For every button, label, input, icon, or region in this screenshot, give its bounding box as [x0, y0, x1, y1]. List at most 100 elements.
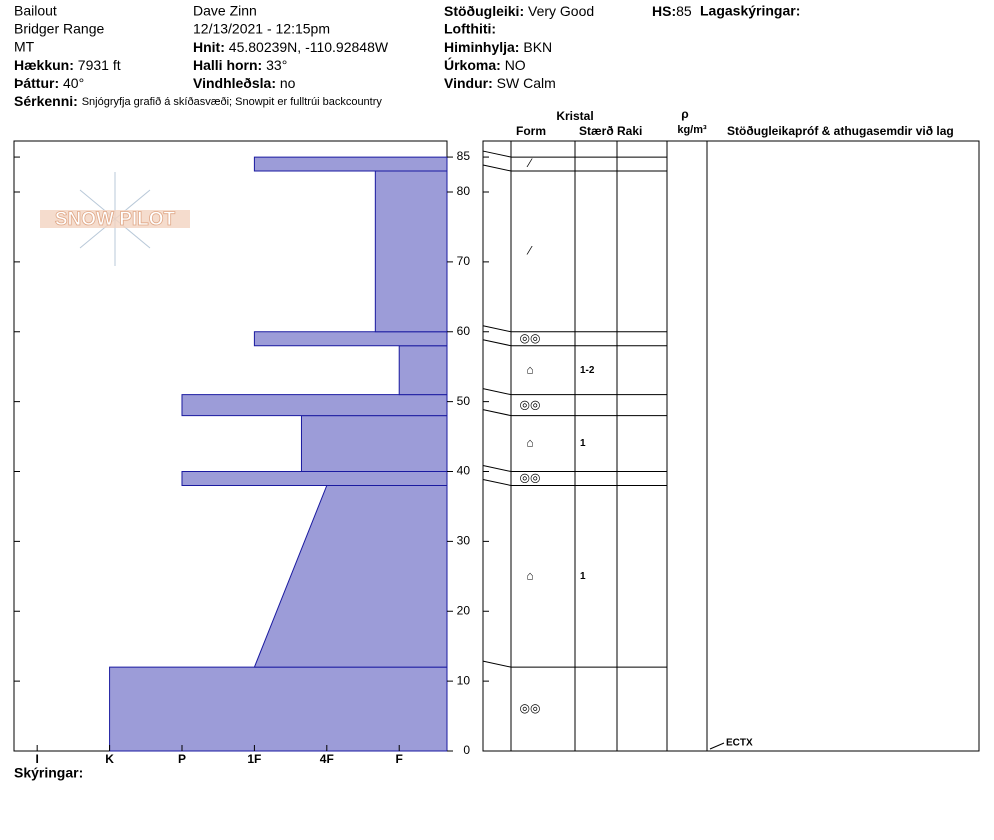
label: Himinhylja: [444, 39, 519, 55]
value: BKN [523, 39, 552, 55]
x-tick-label: 1F [247, 752, 261, 766]
x-tick-label: P [178, 752, 186, 766]
datetime: 12/13/2021 - 12:15pm [193, 21, 330, 37]
label: Halli horn: [193, 57, 262, 73]
site: Bailout [14, 3, 57, 19]
value: Snjógryfja grafið á skíðasvæði; Snowpit … [82, 96, 383, 108]
crystal-header: Kristal [556, 109, 593, 123]
label: Stöðugleiki: [444, 3, 524, 19]
value: 45.80239N, -110.92848W [229, 39, 389, 55]
hardness-layer [253, 331, 448, 347]
tests-header: Stöðugleikapróf & athugasemdir við lag [727, 124, 954, 138]
hardness-layer [374, 170, 448, 333]
y-tick-label: 70 [457, 254, 471, 268]
coords: Hnit: 45.80239N, -110.92848W [193, 39, 389, 55]
hardness-layer [300, 415, 448, 473]
crystal-form: ⁄ [526, 156, 533, 170]
value: SW Calm [497, 75, 556, 91]
y-tick-label: 80 [457, 184, 471, 198]
logo-band [40, 210, 190, 228]
layer-notes: Lagaskýringar: [700, 3, 800, 19]
x-tick-label: 4F [320, 752, 334, 766]
label: Vindur: [444, 75, 493, 91]
label: Úrkoma: [444, 56, 501, 73]
crystal-form: ⁄ [526, 244, 533, 258]
y-tick-label: 30 [457, 534, 471, 548]
y-tick-label: 0 [463, 743, 470, 757]
moisture-header: Raki [617, 124, 642, 138]
layer-connector [482, 150, 512, 158]
label: Hnit: [193, 39, 225, 55]
layer-connector [482, 660, 512, 668]
layer-connector [482, 339, 512, 347]
layer-connector [482, 465, 512, 472]
hardness-layer [398, 345, 448, 396]
observer: Dave Zinn [193, 3, 257, 19]
y-tick-label: 50 [457, 394, 471, 408]
hardness-layer [253, 156, 448, 172]
label: Þáttur: [14, 75, 59, 91]
hardness-layer [181, 394, 448, 417]
form-header: Form [516, 124, 546, 138]
wind-loading: Vindhleðsla: no [193, 75, 296, 91]
y-tick-label: 10 [457, 673, 471, 687]
hardness-layer [253, 484, 448, 668]
label: Sérkenni: [14, 93, 78, 109]
hardness-layer [109, 666, 448, 752]
value: NO [505, 57, 526, 73]
label: Hækkun: [14, 57, 74, 73]
aspect: Þáttur: 40° [14, 75, 84, 91]
x-tick-label: I [35, 752, 38, 766]
crystal-form: ⌂ [526, 436, 533, 450]
y-tick-label: 60 [457, 324, 471, 338]
crystal-size: 1 [580, 571, 586, 582]
layer-connector [482, 164, 512, 172]
wind: Vindur: SW Calm [444, 75, 556, 91]
slope: Halli horn: 33° [193, 57, 287, 73]
value: 33° [266, 57, 287, 73]
sky: Himinhylja: BKN [444, 39, 552, 55]
size-header: Stærð [579, 124, 614, 138]
crystal-form: ◎◎ [520, 471, 541, 485]
range: Bridger Range [14, 21, 104, 37]
crystal-form: ◎◎ [520, 701, 541, 715]
value: 40° [63, 75, 84, 91]
column-lines [510, 141, 708, 751]
y-tick-label: 20 [457, 603, 471, 617]
crystal-form: ⌂ [526, 568, 533, 582]
features: Sérkenni: Snjógryfja grafið á skíðasvæði… [14, 93, 382, 109]
layer-connector [482, 409, 512, 417]
value: no [280, 75, 296, 91]
rho-header: ρ [681, 107, 688, 121]
crystal-size: 1-2 [580, 365, 595, 376]
label: Vindhleðsla: [193, 75, 276, 91]
crystal-size: 1 [580, 438, 586, 449]
crystal-form: ◎◎ [520, 331, 541, 345]
hardness-layer [181, 471, 448, 486]
y-tick-label: 40 [457, 464, 471, 478]
y-tick-label: 85 [457, 149, 471, 163]
test-arrow [709, 742, 725, 750]
density-unit: kg/m³ [677, 124, 707, 136]
crystal-form: ◎◎ [520, 397, 541, 411]
elevation: Hækkun: 7931 ft [14, 57, 121, 73]
value: 85 [676, 3, 692, 19]
x-tick-label: K [105, 752, 114, 766]
value: 7931 ft [78, 57, 121, 73]
stability: Stöðugleiki: Very Good [444, 3, 594, 19]
footer: Skýringar: [14, 765, 83, 781]
x-tick-label: F [396, 752, 403, 766]
hs: HS:85 [652, 3, 692, 19]
value: Very Good [528, 3, 594, 19]
label: HS: [652, 3, 676, 19]
layer-connector [482, 325, 512, 333]
test-label: ECTX [726, 738, 753, 749]
crystal-form: ⌂ [526, 362, 533, 376]
layer-connector [482, 478, 512, 486]
layer-connector [482, 388, 512, 396]
state: MT [14, 39, 35, 55]
stratigraphy-frame [482, 140, 980, 752]
air-temp: Lofthiti: [444, 21, 496, 37]
precip: Úrkoma: NO [444, 56, 526, 73]
